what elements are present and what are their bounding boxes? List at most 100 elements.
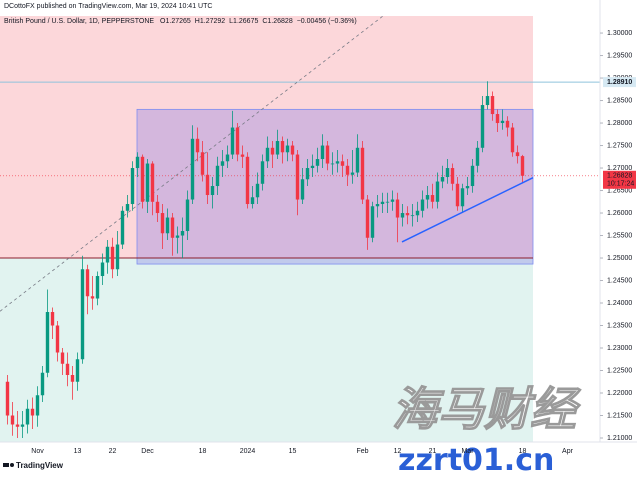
x-tick-label: Mar [461, 448, 474, 455]
candle-body [155, 201, 160, 214]
candle-body [80, 269, 85, 360]
candle-body [245, 156, 250, 205]
candle-body [35, 395, 40, 416]
candle-body [90, 296, 95, 299]
candle-body [40, 372, 45, 396]
candle-body [290, 145, 295, 155]
x-tick-label: 12 [394, 448, 402, 455]
candle-body [455, 183, 460, 207]
level-label-box [603, 77, 636, 88]
candle-body [60, 352, 65, 364]
candle-body [465, 186, 470, 189]
countdown: 10:17:24 [607, 181, 634, 188]
candle-body [145, 163, 150, 202]
trendline [401, 176, 534, 243]
header: DCottoFX published on TradingView.com, M… [4, 3, 212, 10]
candle-body [150, 163, 155, 202]
candle-body [390, 199, 395, 202]
candle-body [400, 213, 405, 218]
candle-body [330, 163, 335, 165]
y-tick-label: 1.23500 [607, 322, 632, 329]
candle-body [445, 168, 450, 178]
x-tick-label: 15 [289, 448, 297, 455]
candle-body [320, 145, 325, 160]
candle-body [10, 415, 15, 425]
candle-body [325, 145, 330, 164]
candle-body [110, 246, 115, 270]
candle-body [115, 244, 120, 270]
candle-body [395, 199, 400, 218]
y-tick-label: 1.27000 [607, 165, 632, 172]
candle-body [30, 408, 35, 416]
candle-body [365, 199, 370, 238]
y-tick-label: 1.28500 [607, 97, 632, 104]
price-label: 1.26828 [607, 173, 632, 180]
candle-body [70, 375, 75, 382]
candle-body [410, 215, 415, 217]
candle-body [370, 206, 375, 238]
x-tick-label: 18 [199, 448, 207, 455]
candle-body [65, 363, 70, 376]
candle-body [255, 183, 260, 198]
y-tick-label: 1.21000 [607, 435, 632, 442]
candle-body [225, 154, 230, 162]
candle-body [50, 312, 55, 326]
watermark-title: 海马财经 [392, 382, 581, 436]
candle-body [100, 262, 105, 277]
candle-body [375, 204, 380, 207]
y-tick-label: 1.24500 [607, 277, 632, 284]
legend-value: −0.00456 (−0.36%) [297, 18, 357, 25]
candle-body [55, 325, 60, 353]
candle-body [185, 199, 190, 232]
candle-body [360, 147, 365, 200]
candle-body [450, 168, 455, 184]
tv-logo [3, 463, 14, 467]
candle-body [20, 424, 25, 427]
level-label: 1.28910 [607, 79, 632, 86]
candle-body [160, 213, 165, 234]
candle-body [175, 235, 180, 238]
candle-body [485, 96, 490, 106]
candle-body [285, 145, 290, 153]
candle-body [475, 147, 480, 166]
candle-body [470, 165, 475, 187]
candle-body [495, 114, 500, 124]
y-tick-label: 1.22500 [607, 367, 632, 374]
y-tick-label: 1.25000 [607, 255, 632, 262]
zone-above [0, 16, 533, 259]
candle-body [125, 204, 130, 211]
candle-body [275, 141, 280, 155]
candle-body [265, 147, 270, 162]
x-tick-label: 2024 [240, 448, 256, 455]
candle-body [305, 168, 310, 180]
candle-body [335, 161, 340, 164]
y-tick-label: 1.28000 [607, 120, 632, 127]
candle-body [200, 152, 205, 175]
candle-body [405, 213, 410, 216]
candle-body [505, 120, 510, 128]
y-tick-label: 1.24000 [607, 300, 632, 307]
candle-body [205, 174, 210, 196]
y-tick-label: 1.26500 [607, 187, 632, 194]
y-tick-label: 1.27500 [607, 142, 632, 149]
y-tick-label: 1.30000 [607, 30, 632, 37]
candle-body [425, 195, 430, 200]
candle-body [240, 154, 245, 157]
candle-body [460, 188, 465, 207]
x-tick-label: Nov [31, 448, 44, 455]
candle-body [105, 246, 110, 263]
candle-body [310, 165, 315, 169]
candle-body [95, 276, 100, 299]
legend-value: O1.27265 [160, 18, 191, 25]
x-tick-label: Apr [562, 448, 574, 455]
range-box [136, 108, 534, 265]
candle-body [270, 147, 275, 155]
candle-body [210, 186, 215, 196]
candle-body [350, 172, 355, 175]
candle-body [315, 159, 320, 166]
y-tick-label: 1.26000 [607, 210, 632, 217]
legend-value: C1.26828 [262, 18, 292, 25]
candle-body [140, 156, 145, 202]
candle-body [340, 161, 345, 166]
